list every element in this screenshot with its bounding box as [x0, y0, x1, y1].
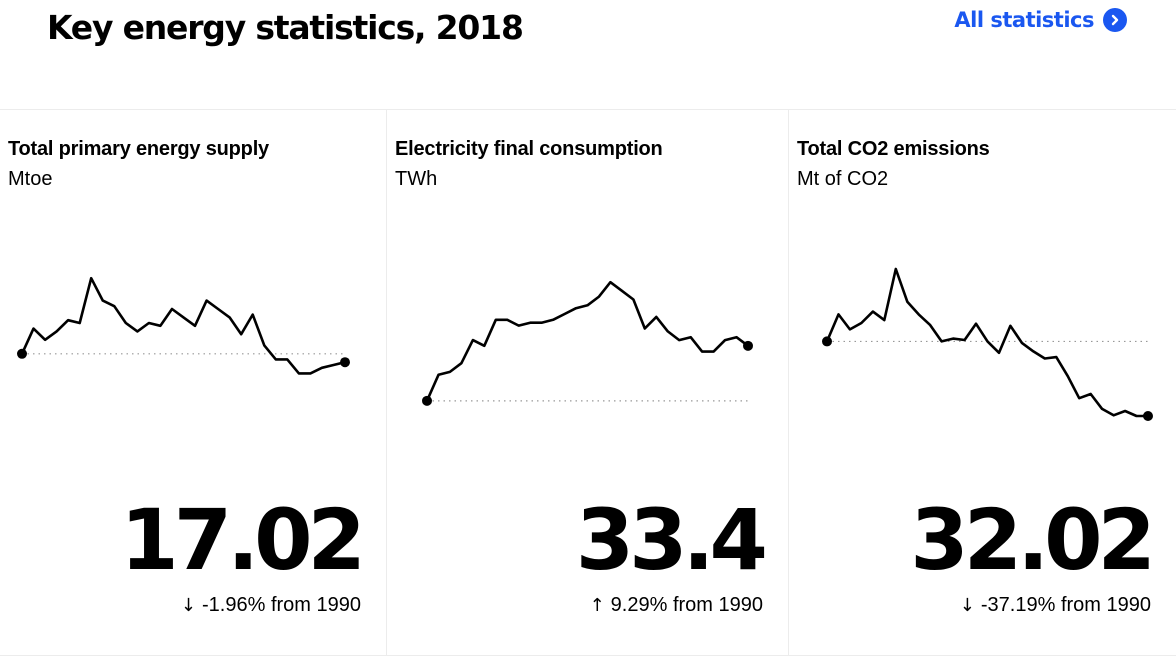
card-total-primary-energy-supply: Total primary energy supply Mtoe 17.02 ↓… [0, 110, 386, 655]
end-point [1143, 411, 1153, 421]
all-statistics-link[interactable]: All statistics [954, 8, 1127, 32]
change-text: 9.29% from 1990 [610, 594, 763, 616]
all-statistics-label: All statistics [954, 8, 1094, 32]
sparkline-chart [822, 267, 1153, 421]
change-from-1990: ↑ 9.29% from 1990 [590, 594, 763, 617]
sparkline-path [425, 280, 749, 402]
start-point [17, 348, 27, 359]
statistics-cards: Total primary energy supply Mtoe 17.02 ↓… [0, 109, 1176, 656]
end-point [743, 340, 753, 351]
card-unit: Mtoe [8, 168, 53, 190]
sparkline-path [20, 276, 346, 375]
stat-value: 17.02 [120, 491, 366, 589]
card-unit: Mt of CO2 [797, 168, 889, 190]
start-point [822, 336, 832, 347]
change-text: -37.19% from 1990 [980, 594, 1151, 616]
card-title: Total CO2 emissions [797, 138, 990, 160]
chevron-right-icon [1103, 8, 1127, 32]
sparkline-chart [17, 276, 350, 375]
stat-value: 32.02 [910, 491, 1156, 589]
card-electricity-final-consumption: Electricity final consumption TWh 33.4 ↑… [386, 110, 788, 655]
end-point [340, 357, 350, 368]
sparkline-path [825, 267, 1148, 418]
page-title: Key energy statistics, 2018 [47, 8, 524, 47]
arrow-down-icon: ↓ [180, 595, 197, 616]
change-text: -1.96% from 1990 [202, 594, 361, 616]
arrow-down-icon: ↓ [959, 595, 975, 616]
card-total-co2-emissions: Total CO2 emissions Mt of CO2 32.02 ↓ -3… [788, 110, 1176, 655]
change-from-1990: ↓ -1.96% from 1990 [181, 594, 361, 617]
sparkline-chart [422, 280, 753, 406]
card-title: Electricity final consumption [395, 138, 663, 160]
change-from-1990: ↓ -37.19% from 1990 [960, 594, 1151, 617]
arrow-up-icon: ↑ [589, 595, 605, 616]
card-title: Total primary energy supply [8, 138, 269, 160]
card-unit: TWh [395, 168, 438, 190]
stat-value: 33.4 [575, 491, 768, 589]
start-point [422, 395, 432, 406]
